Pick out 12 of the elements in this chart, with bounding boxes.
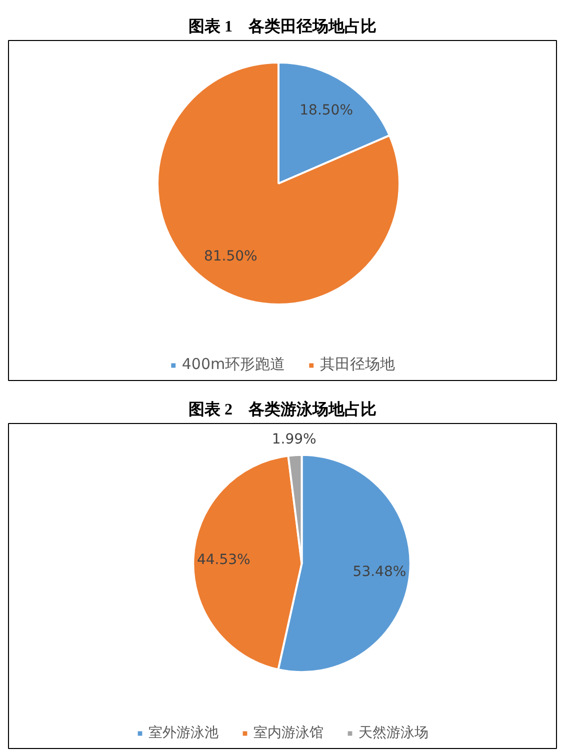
legend-label: 400m环形跑道 [182,355,286,374]
legend-label: 其田径场地 [320,355,396,374]
data-label: 44.53% [196,552,250,568]
data-label: 1.99% [272,431,316,448]
legend-label: 室内游泳馆 [254,724,324,742]
data-label: 81.50% [204,248,258,264]
data-label: 18.50% [300,102,354,119]
chart-title: 图表 2 各类游泳场地占比 [188,400,376,418]
legend-label: 室外游泳池 [148,724,218,742]
data-label: 53.48% [352,564,406,580]
chart-title: 图表 1 各类田径场地占比 [188,18,376,36]
legend-label: 天然游泳场 [358,724,428,742]
